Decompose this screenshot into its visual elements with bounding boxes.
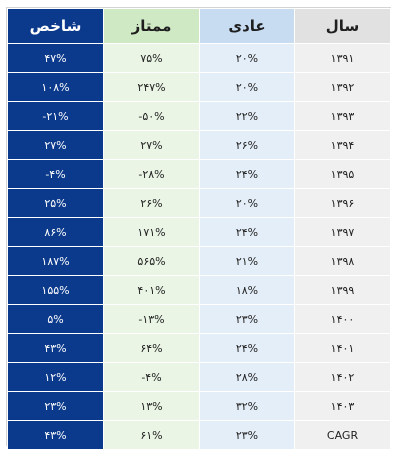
cell-index: -۴% <box>7 159 104 189</box>
cell-premium: -۲۸% <box>103 159 200 189</box>
cell-year: ۱۳۹۲ <box>294 72 391 102</box>
table-row: -۲۱% -۵۰% ۲۲% ۱۳۹۳ <box>7 101 391 131</box>
cell-normal: ۳۲% <box>199 391 295 421</box>
cell-normal: ۲۴% <box>199 159 295 189</box>
cell-year: ۱۳۹۱ <box>294 43 391 73</box>
cell-year: ۱۳۹۹ <box>294 275 391 305</box>
header-index: شاخص <box>7 8 104 44</box>
header-year: سال <box>294 8 391 44</box>
cell-normal: ۲۰% <box>199 72 295 102</box>
cell-year: ۱۴۰۳ <box>294 391 391 421</box>
table-row: ۸۶% ۱۷۱% ۲۴% ۱۳۹۷ <box>7 217 391 247</box>
table-row: ۴۳% ۶۴% ۲۴% ۱۴۰۱ <box>7 333 391 363</box>
cell-index: ۱۵۵% <box>7 275 104 305</box>
cell-normal: ۲۱% <box>199 246 295 276</box>
cell-premium: ۵۶۵% <box>103 246 200 276</box>
cell-year: ۱۴۰۰ <box>294 304 391 334</box>
cell-normal: ۲۳% <box>199 420 295 450</box>
table-row: ۲۵% ۲۶% ۲۰% ۱۳۹۶ <box>7 188 391 218</box>
table-row: ۵% -۱۳% ۲۳% ۱۴۰۰ <box>7 304 391 334</box>
cell-normal: ۲۴% <box>199 333 295 363</box>
table-row: ۱۰۸% ۲۴۷% ۲۰% ۱۳۹۲ <box>7 72 391 102</box>
table-row: ۴۳% ۶۱% ۲۳% CAGR <box>7 420 391 450</box>
cell-index: ۲۵% <box>7 188 104 218</box>
cell-premium: ۱۳% <box>103 391 200 421</box>
cell-normal: ۲۳% <box>199 304 295 334</box>
cell-normal: ۲۸% <box>199 362 295 392</box>
cell-normal: ۲۶% <box>199 130 295 160</box>
cell-year: ۱۴۰۲ <box>294 362 391 392</box>
table-row: ۲۷% ۲۷% ۲۶% ۱۳۹۴ <box>7 130 391 160</box>
cell-index: ۵% <box>7 304 104 334</box>
cell-index: ۱۰۸% <box>7 72 104 102</box>
header-normal: عادی <box>199 8 295 44</box>
table-row: -۴% -۲۸% ۲۴% ۱۳۹۵ <box>7 159 391 189</box>
cell-normal: ۲۲% <box>199 101 295 131</box>
cell-premium: -۴% <box>103 362 200 392</box>
table-header-row: شاخص ممتاز عادی سال <box>7 8 391 44</box>
cell-year: ۱۳۹۳ <box>294 101 391 131</box>
cell-year: ۱۳۹۵ <box>294 159 391 189</box>
table-row: ۲۳% ۱۳% ۳۲% ۱۴۰۳ <box>7 391 391 421</box>
cell-premium: -۱۳% <box>103 304 200 334</box>
cell-index: ۴۷% <box>7 43 104 73</box>
cell-premium: ۶۴% <box>103 333 200 363</box>
cell-year: CAGR <box>294 420 391 450</box>
cell-index: -۲۱% <box>7 101 104 131</box>
cell-year: ۱۳۹۸ <box>294 246 391 276</box>
cell-index: ۴۳% <box>7 420 104 450</box>
returns-table: شاخص ممتاز عادی سال ۴۷% ۷۵% ۲۰% ۱۳۹۱ ۱۰۸% ۲۴۷… <box>7 8 391 450</box>
cell-premium: ۲۴۷% <box>103 72 200 102</box>
cell-year: ۱۴۰۱ <box>294 333 391 363</box>
cell-premium: ۴۰۱% <box>103 275 200 305</box>
cell-index: ۲۳% <box>7 391 104 421</box>
cell-normal: ۲۰% <box>199 188 295 218</box>
cell-year: ۱۳۹۶ <box>294 188 391 218</box>
cell-index: ۱۸۷% <box>7 246 104 276</box>
table-row: ۱۵۵% ۴۰۱% ۱۸% ۱۳۹۹ <box>7 275 391 305</box>
table-row: ۱۸۷% ۵۶۵% ۲۱% ۱۳۹۸ <box>7 246 391 276</box>
cell-index: ۴۳% <box>7 333 104 363</box>
cell-premium: ۲۷% <box>103 130 200 160</box>
cell-year: ۱۳۹۴ <box>294 130 391 160</box>
table-body: ۴۷% ۷۵% ۲۰% ۱۳۹۱ ۱۰۸% ۲۴۷% ۲۰% ۱۳۹۲ -۲۱% -۵۰% ۲۲% ۱… <box>7 43 391 450</box>
cell-index: ۱۲% <box>7 362 104 392</box>
cell-normal: ۲۴% <box>199 217 295 247</box>
cell-premium: -۵۰% <box>103 101 200 131</box>
cell-premium: ۷۵% <box>103 43 200 73</box>
cell-index: ۸۶% <box>7 217 104 247</box>
header-premium: ممتاز <box>103 8 200 44</box>
cell-index: ۲۷% <box>7 130 104 160</box>
cell-premium: ۶۱% <box>103 420 200 450</box>
table-row: ۱۲% -۴% ۲۸% ۱۴۰۲ <box>7 362 391 392</box>
returns-table-container: شاخص ممتاز عادی سال ۴۷% ۷۵% ۲۰% ۱۳۹۱ ۱۰۸% ۲۴۷… <box>6 7 391 450</box>
cell-year: ۱۳۹۷ <box>294 217 391 247</box>
cell-premium: ۲۶% <box>103 188 200 218</box>
cell-premium: ۱۷۱% <box>103 217 200 247</box>
cell-normal: ۲۰% <box>199 43 295 73</box>
table-row: ۴۷% ۷۵% ۲۰% ۱۳۹۱ <box>7 43 391 73</box>
cell-normal: ۱۸% <box>199 275 295 305</box>
